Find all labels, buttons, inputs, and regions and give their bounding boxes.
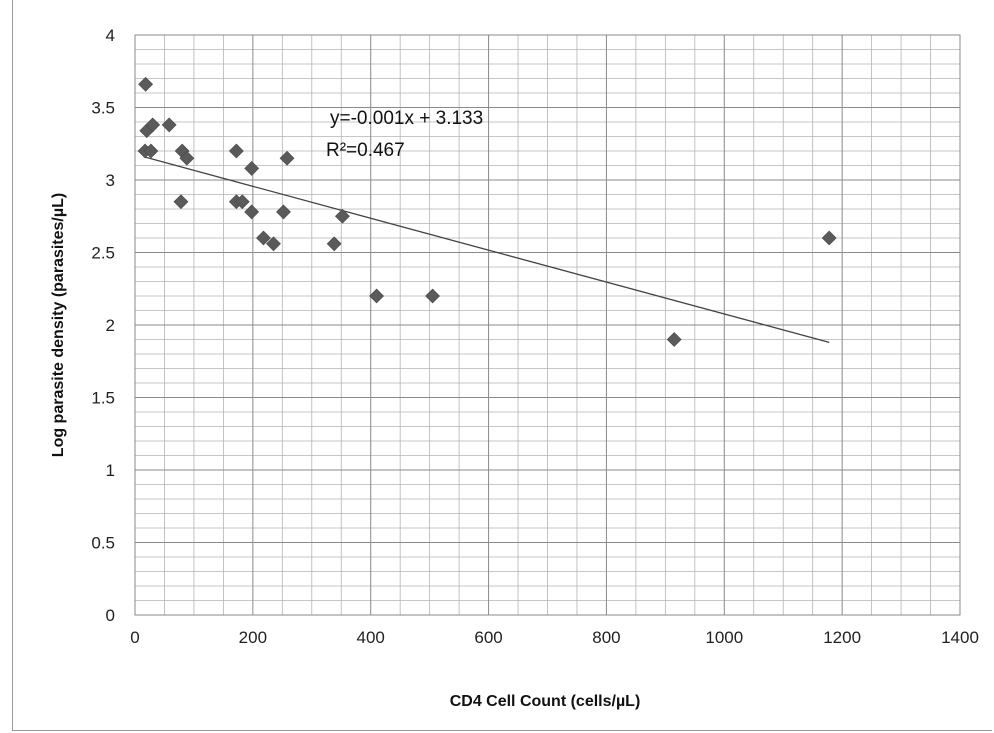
y-tick-label: 2.5 <box>91 244 115 263</box>
data-point <box>821 230 837 246</box>
data-point <box>276 204 291 220</box>
y-tick-label: 4 <box>106 26 115 45</box>
x-tick-label: 600 <box>474 628 502 647</box>
plot-area-border <box>134 34 961 616</box>
x-tick-label: 1200 <box>823 628 861 647</box>
x-axis-title: CD4 Cell Count (cells/µL) <box>450 693 641 710</box>
y-tick-label: 3 <box>106 171 115 190</box>
linear-trendline <box>143 156 830 344</box>
data-points <box>137 76 837 347</box>
x-tick-label: 1000 <box>705 628 743 647</box>
data-point <box>425 288 441 304</box>
data-point <box>234 194 250 210</box>
r-squared-label: R²=0.467 <box>326 140 405 161</box>
data-point <box>179 150 195 166</box>
x-axis-tick-labels: 0 200 400 600 800 1000 1200 1400 <box>130 628 979 647</box>
data-point <box>228 143 244 159</box>
data-point <box>279 150 295 166</box>
y-tick-label: 0 <box>106 606 115 625</box>
data-point <box>244 160 260 176</box>
x-tick-label: 200 <box>239 628 267 647</box>
x-tick-label: 800 <box>592 628 620 647</box>
x-tick-label: 400 <box>357 628 385 647</box>
x-tick-label: 1400 <box>941 628 979 647</box>
y-tick-label: 1 <box>106 461 115 480</box>
data-point <box>173 194 189 210</box>
data-point <box>335 208 350 224</box>
data-point <box>326 236 342 252</box>
data-point <box>256 230 271 246</box>
y-tick-label: 2 <box>106 316 115 335</box>
y-tick-label: 0.5 <box>91 534 115 553</box>
data-point <box>266 236 281 252</box>
data-point <box>161 117 177 133</box>
data-point <box>145 117 161 133</box>
chart-frame <box>12 0 992 731</box>
y-tick-label: 3.5 <box>91 99 115 118</box>
x-tick-label: 0 <box>130 628 139 647</box>
data-point <box>138 76 154 92</box>
data-point <box>244 204 260 220</box>
major-gridlines <box>135 35 960 615</box>
y-axis-title: Log parasite density (parasites/µL) <box>50 193 67 457</box>
y-axis-tick-labels: 0 0.5 1 1.5 2 2.5 3 3.5 4 <box>91 26 115 625</box>
data-point <box>143 143 159 159</box>
y-tick-label: 1.5 <box>91 389 115 408</box>
data-point <box>369 288 385 304</box>
data-point <box>666 332 682 347</box>
trendline-equation: y=-0.001x + 3.133 <box>330 108 483 129</box>
